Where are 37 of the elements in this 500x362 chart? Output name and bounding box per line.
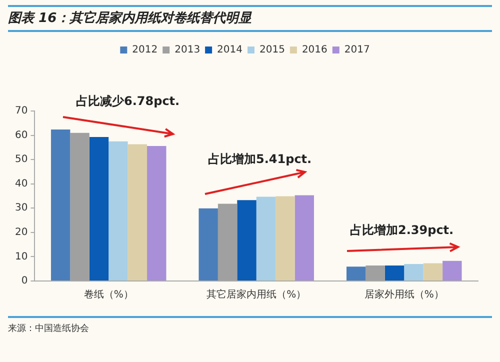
y-tick-label: 70 (14, 106, 28, 117)
bar (256, 196, 276, 280)
bar (384, 265, 404, 280)
x-tick-label: 居家外用纸（%） (364, 288, 444, 301)
legend-label: 2014 (217, 44, 243, 56)
bar (89, 136, 109, 280)
legend-label: 2013 (174, 44, 200, 56)
legend-label: 2016 (302, 44, 328, 56)
bar (346, 266, 366, 280)
bar (423, 263, 443, 280)
bar (276, 196, 295, 280)
x-tick-label: 其它居家内用纸（%） (206, 288, 306, 301)
bar (108, 141, 128, 280)
bar (294, 195, 314, 280)
legend-label: 2012 (132, 44, 158, 56)
bar (198, 208, 218, 280)
bar (128, 144, 148, 280)
chart-title: 图表 16：其它居家内用纸对卷纸替代明显 (8, 5, 492, 32)
y-tick-label: 60 (14, 130, 28, 141)
source-note: 来源：中国造纸协会 (8, 316, 492, 335)
y-tick-label: 40 (14, 178, 28, 190)
y-tick-label: 30 (14, 202, 28, 214)
y-tick-label: 20 (14, 227, 28, 238)
bar (50, 129, 70, 280)
y-tick-label: 50 (14, 154, 28, 166)
y-tick-label: 10 (14, 251, 28, 262)
bar (442, 260, 462, 280)
bar (237, 200, 256, 280)
annotation: 占比增加5.41pct. (208, 151, 312, 168)
y-tick-label: 0 (21, 276, 28, 287)
legend-label: 2015 (260, 44, 285, 56)
bar (404, 264, 424, 280)
legend-label: 2017 (344, 44, 370, 56)
text: 占比减少6.78pct. (76, 93, 180, 110)
annotation: 占比增加2.39pct. (350, 222, 454, 239)
x-tick-label: 卷纸（%） (84, 288, 134, 301)
bar (147, 146, 166, 280)
